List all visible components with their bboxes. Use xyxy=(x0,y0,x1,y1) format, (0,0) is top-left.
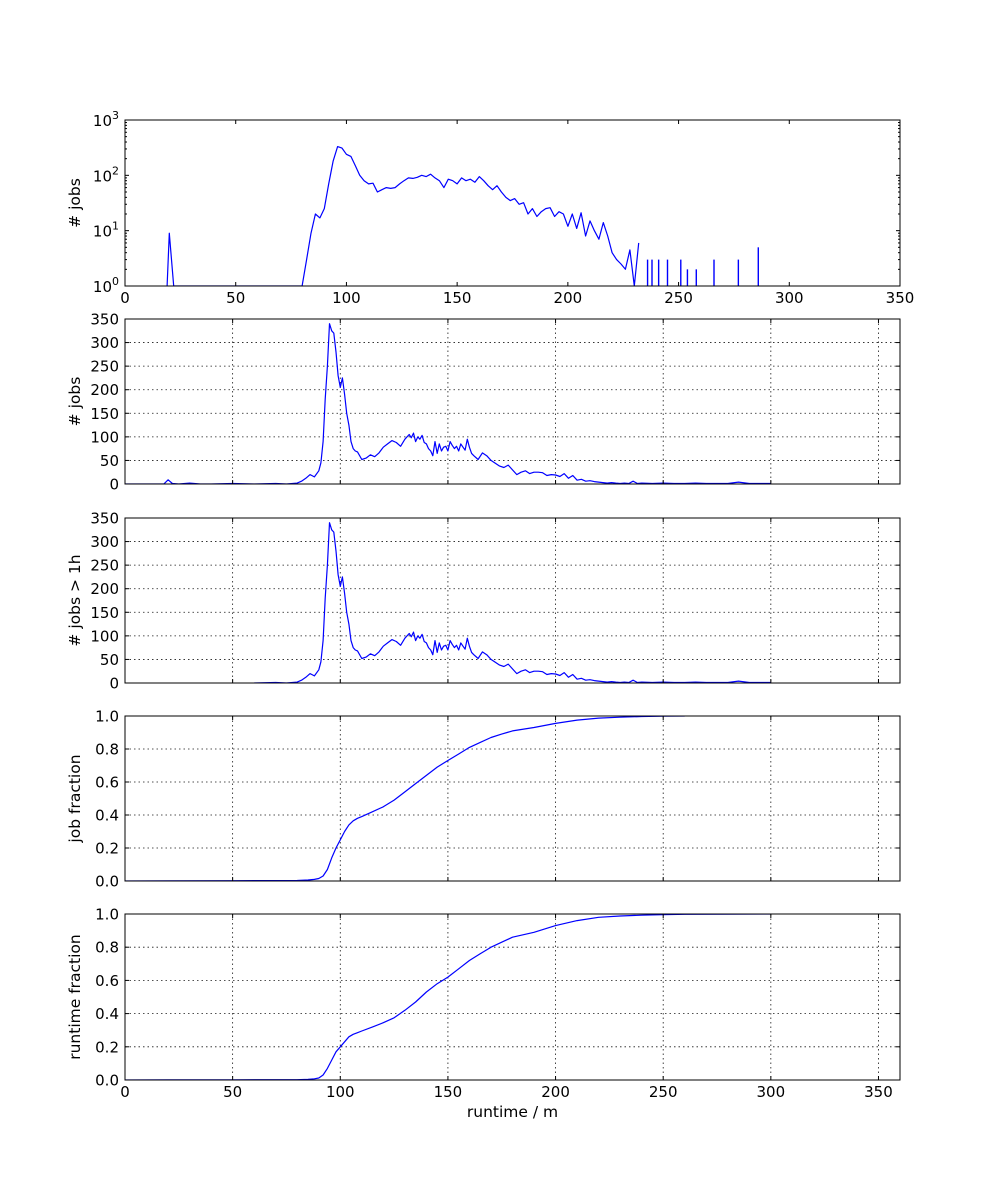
panel-hist-linear: 0 50 100 150 200 250 300 350 # jobs xyxy=(66,311,901,494)
plot-frame xyxy=(124,913,901,1081)
y-axis-label: # jobs xyxy=(66,178,84,228)
y-axis-label: # jobs > 1h xyxy=(66,554,84,646)
y-tick-label: 0.0 xyxy=(95,873,119,891)
x-tick-label: 50 xyxy=(223,1083,242,1101)
y-tick-label: 102 xyxy=(93,164,119,185)
y-tick-label: 300 xyxy=(90,334,119,352)
y-tick-label: 0.8 xyxy=(95,741,119,759)
y-axis-label: runtime fraction xyxy=(66,934,84,1060)
y-tick-label: 0.2 xyxy=(95,1038,119,1056)
x-tick-label: 350 xyxy=(886,289,915,307)
series-line xyxy=(125,323,771,484)
series-line xyxy=(254,522,771,683)
plot-frame xyxy=(124,715,901,882)
y-tick-label: 100 xyxy=(90,627,119,645)
x-tick-label: 100 xyxy=(332,289,361,307)
y-tick-label: 150 xyxy=(90,604,119,622)
series-line xyxy=(166,146,640,286)
x-tick-label: 300 xyxy=(757,1083,786,1101)
panel-hist-over-1h: 0 50 100 150 200 250 300 350 # jobs > 1h xyxy=(66,510,901,693)
y-tick-label: 0.4 xyxy=(95,807,119,825)
plot-frame xyxy=(124,119,901,287)
x-tick-label: 150 xyxy=(434,1083,463,1101)
y-tick-label: 0.2 xyxy=(95,840,119,858)
y-tick-label: 0.0 xyxy=(95,1072,119,1090)
y-tick-label: 1.0 xyxy=(95,708,119,726)
x-tick-label: 0 xyxy=(120,289,130,307)
y-axis-label: # jobs xyxy=(66,377,84,427)
y-tick-label: 0 xyxy=(109,675,119,693)
y-tick-label: 0.6 xyxy=(95,774,119,792)
x-tick-label: 150 xyxy=(443,289,472,307)
y-tick-label: 200 xyxy=(90,381,119,399)
x-tick-label: 350 xyxy=(864,1083,893,1101)
y-tick-label: 0 xyxy=(109,476,119,494)
y-tick-label: 101 xyxy=(93,220,119,241)
x-tick-label: 250 xyxy=(664,289,693,307)
y-tick-label: 150 xyxy=(90,405,119,423)
y-axis-label: job fraction xyxy=(66,754,84,843)
plot-frame xyxy=(124,517,901,684)
y-tick-label: 50 xyxy=(100,452,119,470)
panel-hist-log: 0 50 100 150 200 250 300 350 100 101 102 103 # jobs xyxy=(66,109,914,307)
y-tick-label: 100 xyxy=(93,275,119,296)
panel-runtime-fraction: 0 50 100 150 200 250 300 350 0.0 0.2 0.4 0.6 0.8 1.0 r… xyxy=(66,906,901,1121)
x-tick-label: 300 xyxy=(775,289,804,307)
plot-frame xyxy=(124,318,901,485)
x-tick-label: 0 xyxy=(120,1083,130,1101)
y-tick-label: 50 xyxy=(100,651,119,669)
y-tick-label: 350 xyxy=(90,510,119,528)
x-tick-label: 100 xyxy=(326,1083,355,1101)
y-tick-label: 250 xyxy=(90,358,119,376)
series-line xyxy=(125,914,771,1080)
y-tick-label: 350 xyxy=(90,311,119,329)
x-tick-label: 200 xyxy=(554,289,583,307)
x-axis-label: runtime / m xyxy=(467,1103,558,1121)
x-tick-label: 50 xyxy=(226,289,245,307)
x-tick-label: 200 xyxy=(541,1083,570,1101)
y-tick-label: 0.6 xyxy=(95,972,119,990)
series-line xyxy=(125,716,685,881)
y-tick-label: 300 xyxy=(90,533,119,551)
y-tick-label: 0.4 xyxy=(95,1005,119,1023)
y-tick-label: 200 xyxy=(90,580,119,598)
y-tick-label: 0.8 xyxy=(95,939,119,957)
y-tick-label: 103 xyxy=(93,109,119,130)
y-tick-label: 1.0 xyxy=(95,906,119,924)
y-tick-label: 250 xyxy=(90,557,119,575)
y-tick-label: 100 xyxy=(90,428,119,446)
panel-job-fraction: 0.0 0.2 0.4 0.6 0.8 1.0 job fraction xyxy=(66,708,901,891)
x-tick-label: 250 xyxy=(649,1083,678,1101)
